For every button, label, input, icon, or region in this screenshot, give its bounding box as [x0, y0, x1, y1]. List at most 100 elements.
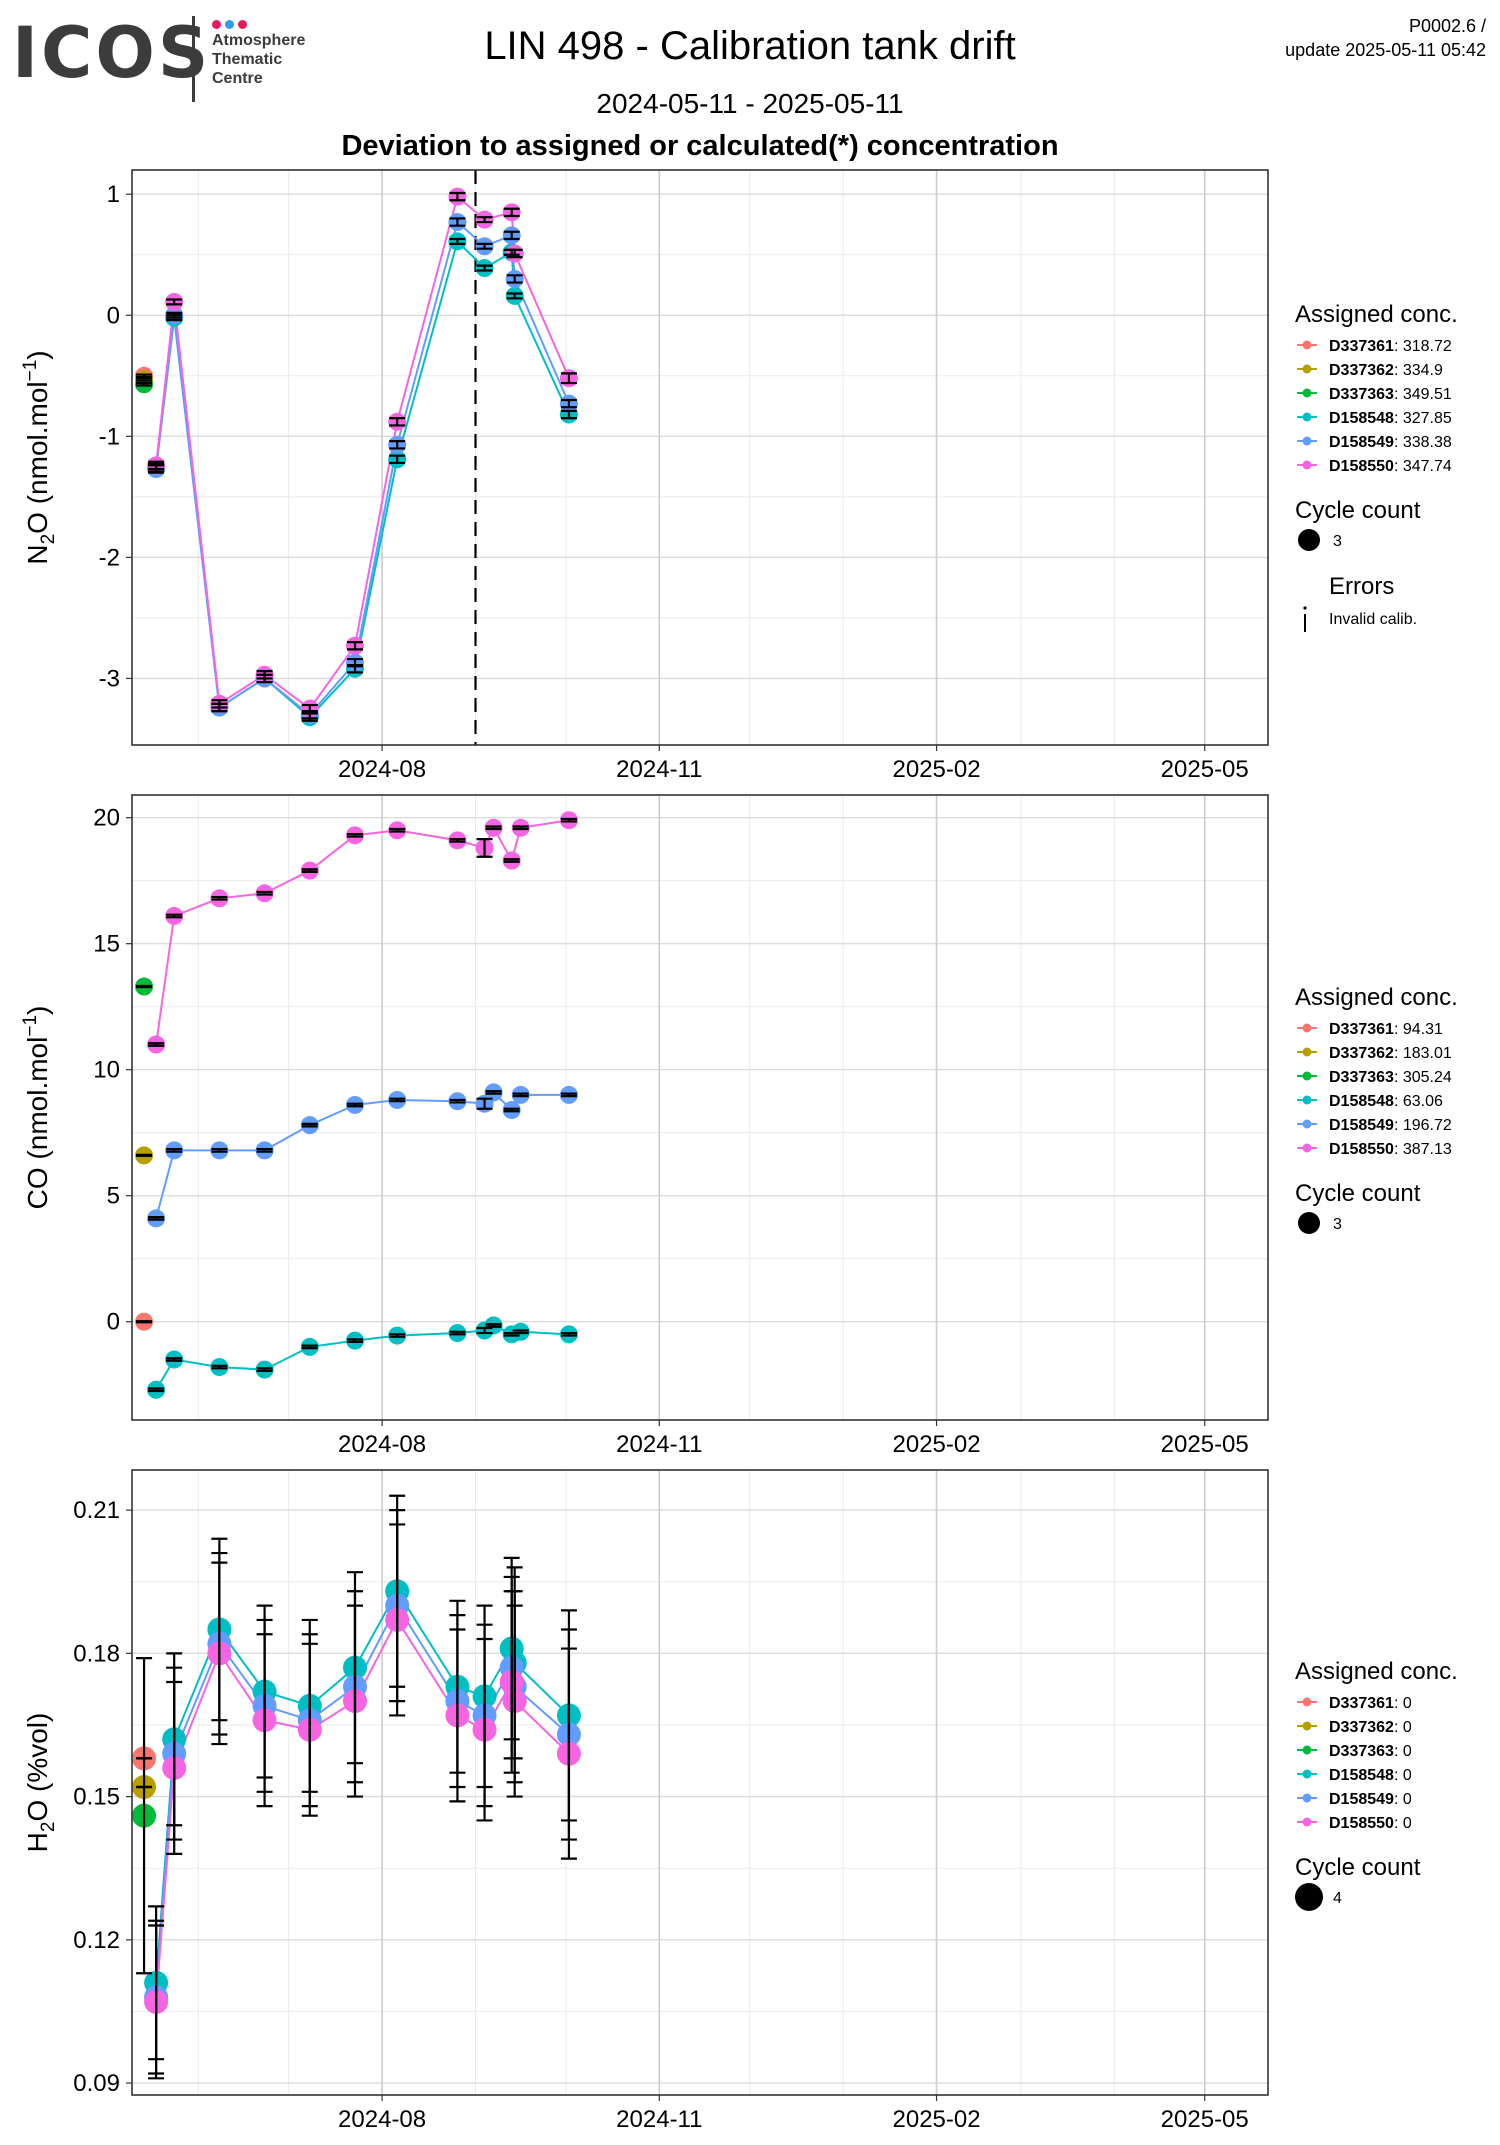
legend-key-point — [1302, 1143, 1312, 1153]
y-tick-label: 0 — [107, 1309, 120, 1336]
legend-size-value: 4 — [1333, 1890, 1342, 1907]
logo-subtitle: Atmosphere Thematic Centre — [212, 31, 305, 88]
plot-border — [131, 1469, 1269, 2096]
legend-size-title: Cycle count — [1295, 1854, 1421, 1881]
legend-entry: D337363: 0 — [1329, 1743, 1412, 1760]
y-tick-label: 1 — [107, 181, 120, 208]
version-label: P0002.6 / — [1408, 16, 1486, 36]
y-axis-title: CO (nmol.mol−1) — [20, 1006, 53, 1210]
logo-dot — [238, 20, 247, 29]
legend-key-point — [1302, 340, 1312, 350]
y-tick-label: 15 — [93, 931, 120, 958]
x-tick-label: 2025-02 — [893, 756, 981, 783]
x-tick-label: 2024-11 — [616, 2106, 702, 2133]
legend-entry: D158549: 196.72 — [1329, 1117, 1452, 1134]
y-tick-label: 0.12 — [73, 1927, 120, 1954]
legend-entry: D337361: 0 — [1329, 1695, 1412, 1712]
legend-entry: D337362: 334.9 — [1329, 362, 1443, 379]
chart-panel-1: 1 0 -1 -2 -3 2024-08 2024-11 2025-02 2025-05 N2O … — [20, 169, 1458, 783]
date-range: 2024-05-11 - 2025-05-11 — [596, 88, 904, 119]
x-tick-label: 2025-05 — [1161, 1431, 1249, 1458]
logo-divider — [192, 16, 195, 102]
logo-dot — [212, 20, 221, 29]
version-info: P0002.6 / update 2025-05-11 05:42 — [1285, 14, 1486, 62]
legend-size-key — [1295, 1883, 1323, 1911]
y-tick-label: 0.15 — [73, 1784, 120, 1811]
y-tick-label: 0.18 — [73, 1640, 120, 1667]
y-tick-label: 0.21 — [73, 1497, 120, 1524]
legend-entry: D337362: 0 — [1329, 1719, 1412, 1736]
legend-size-key — [1298, 1212, 1320, 1234]
legend-key-point — [1302, 1071, 1312, 1081]
y-axis-title: N2O (nmol.mol−1) — [20, 350, 59, 564]
x-tick-label: 2024-11 — [616, 1431, 702, 1458]
logo-dots — [212, 16, 251, 34]
legend-key-point — [1302, 1047, 1312, 1057]
legend-key-point — [1302, 1697, 1312, 1707]
legend-size-title: Cycle count — [1295, 1180, 1421, 1207]
legend-size-value: 3 — [1333, 1216, 1342, 1233]
legend-entry: D158548: 0 — [1329, 1767, 1412, 1784]
legend-entry: D158549: 0 — [1329, 1791, 1412, 1808]
legend-key-point — [1302, 1769, 1312, 1779]
legend-key-point — [1302, 412, 1312, 422]
plot-border — [131, 794, 1269, 1421]
legend-title: Assigned conc. — [1295, 1658, 1458, 1685]
legend-entry: D158549: 338.38 — [1329, 434, 1452, 451]
plot-border — [131, 169, 1269, 746]
y-tick-label: -3 — [99, 665, 120, 692]
plot-background — [132, 170, 1268, 745]
legend-title: Assigned conc. — [1295, 984, 1458, 1011]
legend-error-label: Invalid calib. — [1329, 611, 1417, 628]
y-tick-label: -2 — [99, 544, 120, 571]
update-timestamp: update 2025-05-11 05:42 — [1285, 40, 1486, 60]
legend-key-point — [1302, 1119, 1312, 1129]
x-tick-label: 2025-05 — [1161, 756, 1249, 783]
x-tick-label: 2024-08 — [338, 756, 426, 783]
page-title: LIN 498 - Calibration tank drift — [484, 24, 1016, 68]
icos-logo-text: ICOS — [12, 12, 212, 94]
y-tick-label: 10 — [93, 1057, 120, 1084]
legend-error-title: Errors — [1329, 573, 1394, 600]
legend-size-title: Cycle count — [1295, 497, 1421, 524]
y-tick-label: 5 — [107, 1183, 120, 1210]
logo-sub-line-1: Atmosphere — [212, 32, 306, 49]
legend-error-key-dot — [1303, 606, 1307, 610]
legend-entry: D158550: 0 — [1329, 1815, 1412, 1832]
y-tick-label: 0 — [107, 302, 120, 329]
chart-panel-3: 0.21 0.18 0.15 0.12 0.09 2024-08 2024-11 2025-0… — [22, 1469, 1458, 2133]
y-tick-label: 0.09 — [73, 2070, 120, 2097]
legend-key-point — [1302, 1095, 1312, 1105]
legend-entry: D337361: 94.31 — [1329, 1021, 1443, 1038]
legend-size-value: 3 — [1333, 533, 1342, 550]
legend-key-point — [1302, 436, 1312, 446]
chart-subtitle: Deviation to assigned or calculated(*) c… — [341, 130, 1059, 162]
legend-key-point — [1302, 1793, 1312, 1803]
x-tick-label: 2024-08 — [338, 1431, 426, 1458]
legend-entry: D158548: 63.06 — [1329, 1093, 1443, 1110]
x-tick-label: 2025-05 — [1161, 2106, 1249, 2133]
y-tick-label: -1 — [99, 423, 120, 450]
logo-sub-line-3: Centre — [212, 70, 263, 87]
chart-panel-2: 20 15 10 5 0 2024-08 2024-11 2025-02 2025-05 CO (… — [20, 794, 1458, 1458]
legend-entry: D337361: 318.72 — [1329, 338, 1452, 355]
legend-entry: D158548: 327.85 — [1329, 410, 1452, 427]
logo-dot — [225, 20, 234, 29]
legend-entry: D158550: 387.13 — [1329, 1141, 1452, 1158]
legend-key-point — [1302, 1745, 1312, 1755]
legend-key-point — [1302, 1023, 1312, 1033]
x-tick-label: 2025-02 — [893, 2106, 981, 2133]
x-tick-label: 2024-08 — [338, 2106, 426, 2133]
legend-key-point — [1302, 364, 1312, 374]
y-tick-label: 20 — [93, 805, 120, 832]
plot-background — [132, 795, 1268, 1420]
legend-key-point — [1302, 388, 1312, 398]
legend-entry: D337363: 305.24 — [1329, 1069, 1452, 1086]
x-tick-label: 2024-11 — [616, 756, 702, 783]
plot-background — [132, 1470, 1268, 2095]
x-tick-label: 2025-02 — [893, 1431, 981, 1458]
legend-key-point — [1302, 460, 1312, 470]
legend-title: Assigned conc. — [1295, 301, 1458, 328]
y-axis-title: H2O (%vol) — [22, 1713, 59, 1853]
